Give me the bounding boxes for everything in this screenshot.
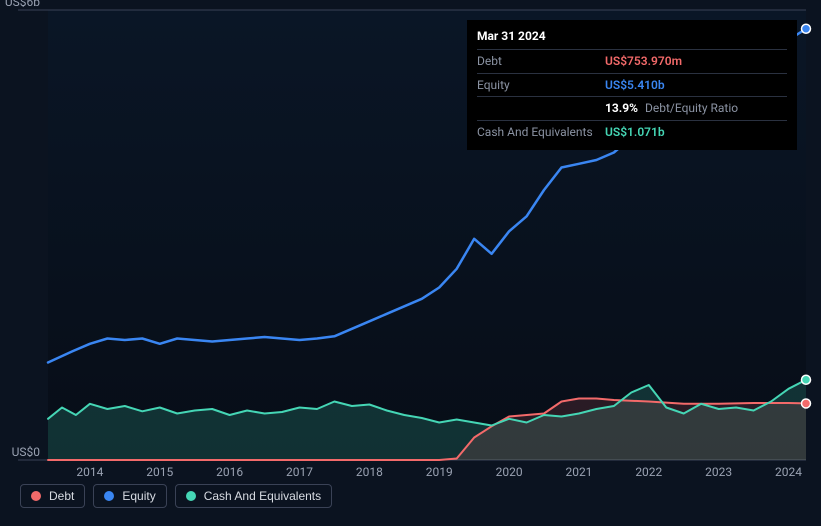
tooltip-panel: Mar 31 2024 Debt US$753.970m Equity US$5…: [467, 20, 797, 150]
legend-dot-equity: [104, 491, 114, 501]
tooltip-value-debt: US$753.970m: [605, 53, 682, 70]
legend-item-cash[interactable]: Cash And Equivalents: [175, 484, 332, 508]
svg-text:2017: 2017: [286, 465, 313, 479]
tooltip-ratio-value: 13.9%: [605, 101, 638, 115]
legend-dot-debt: [31, 491, 41, 501]
svg-text:2016: 2016: [216, 465, 243, 479]
tooltip-row-cash: Cash And Equivalents US$1.071b: [477, 120, 787, 144]
tooltip-ratio: 13.9% Debt/Equity Ratio: [605, 100, 738, 117]
legend-label-cash: Cash And Equivalents: [204, 489, 321, 503]
tooltip-label-ratio-spacer: [477, 100, 597, 117]
legend: Debt Equity Cash And Equivalents: [20, 484, 332, 508]
svg-text:2015: 2015: [146, 465, 173, 479]
svg-text:US$0: US$0: [12, 445, 41, 459]
tooltip-label-cash: Cash And Equivalents: [477, 124, 597, 141]
svg-text:2019: 2019: [426, 465, 453, 479]
svg-text:2022: 2022: [635, 465, 662, 479]
tooltip-row-equity: Equity US$5.410b: [477, 73, 787, 97]
svg-text:2023: 2023: [705, 465, 732, 479]
svg-text:2024: 2024: [775, 465, 802, 479]
legend-label-debt: Debt: [49, 489, 74, 503]
tooltip-row-ratio: 13.9% Debt/Equity Ratio: [477, 96, 787, 120]
legend-dot-cash: [186, 491, 196, 501]
legend-item-equity[interactable]: Equity: [93, 484, 166, 508]
tooltip-label-debt: Debt: [477, 53, 597, 70]
tooltip-value-cash: US$1.071b: [605, 124, 665, 141]
tooltip-label-equity: Equity: [477, 77, 597, 94]
legend-item-debt[interactable]: Debt: [20, 484, 85, 508]
svg-text:2021: 2021: [565, 465, 592, 479]
tooltip-ratio-label: Debt/Equity Ratio: [645, 101, 738, 115]
svg-text:2018: 2018: [356, 465, 383, 479]
svg-text:2020: 2020: [496, 465, 523, 479]
tooltip-date: Mar 31 2024: [477, 28, 787, 49]
svg-text:US$6b: US$6b: [5, 0, 40, 9]
svg-text:2014: 2014: [76, 465, 103, 479]
tooltip-row-debt: Debt US$753.970m: [477, 49, 787, 73]
legend-label-equity: Equity: [122, 489, 155, 503]
tooltip-value-equity: US$5.410b: [605, 77, 665, 94]
